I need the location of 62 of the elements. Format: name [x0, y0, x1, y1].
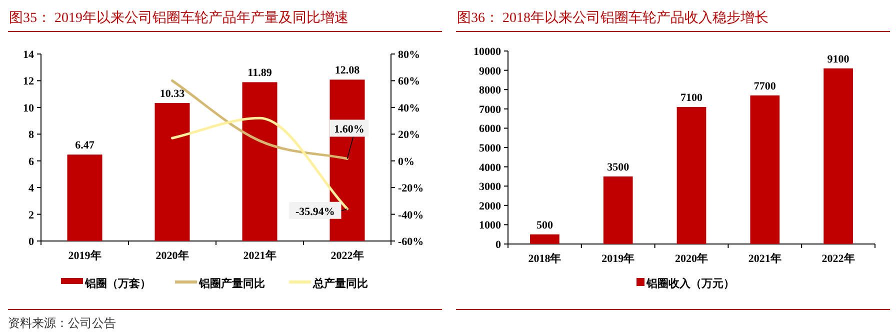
x-tick-label: 2021年 — [748, 252, 782, 265]
y-tick-label: 8000 — [479, 84, 502, 97]
y-tick-label: 6000 — [479, 123, 502, 136]
y2-tick-label: 40% — [398, 102, 420, 114]
legend-label: 铝圈（万套） — [84, 277, 151, 290]
y-tick-label: 4000 — [479, 162, 502, 174]
legend-label: 总产量同比 — [312, 277, 368, 290]
bar — [530, 234, 560, 244]
bar — [676, 106, 706, 244]
x-tick-label: 2019年 — [68, 249, 102, 262]
data-label: 12.08 — [334, 64, 360, 77]
y-tick-label: 12 — [23, 76, 34, 88]
x-tick-label: 2018年 — [528, 252, 562, 265]
legend-label: 铝圈收入（万元） — [646, 277, 734, 290]
bar — [750, 95, 780, 244]
bar — [67, 154, 102, 241]
x-tick-label: 2020年 — [675, 252, 708, 265]
y-tick-label: 9000 — [479, 65, 502, 78]
bar — [824, 68, 853, 244]
legend-label: 铝圈产量同比 — [198, 277, 265, 290]
y2-tick-label: 80% — [398, 49, 420, 61]
y2-tick-label: -20% — [398, 182, 424, 195]
data-label: 7700 — [754, 80, 776, 92]
data-label: 6.47 — [75, 140, 95, 152]
y-tick-label: 0 — [496, 239, 502, 251]
y-tick-label: 0 — [28, 236, 34, 248]
y2-tick-label: -40% — [398, 209, 424, 222]
y-tick-label: 14 — [23, 49, 34, 61]
y-tick-label: 10000 — [474, 46, 502, 58]
y2-tick-label: 0% — [398, 156, 414, 168]
chart-title: 图36： 2018年以来公司铝圈车轮产品收入稳步增长 — [457, 10, 768, 26]
y2-tick-label: -60% — [398, 236, 424, 248]
y-tick-label: 5000 — [479, 142, 502, 154]
data-label: 7100 — [680, 92, 703, 104]
y-tick-label: 2000 — [479, 200, 502, 212]
x-tick-label: 2019年 — [602, 252, 635, 265]
data-label: 11.89 — [248, 67, 272, 80]
y-tick-label: 4 — [28, 182, 34, 195]
y-tick-label: 1000 — [479, 220, 502, 232]
bar — [603, 176, 633, 244]
bar — [154, 103, 190, 241]
y-tick-label: 7000 — [479, 104, 502, 116]
y-tick-label: 6 — [28, 156, 34, 168]
x-tick-label: 2020年 — [156, 249, 189, 262]
y2-tick-label: 20% — [398, 129, 420, 142]
data-label: 1.60% — [334, 124, 364, 136]
data-label: 10.33 — [160, 88, 186, 100]
data-label: 500 — [536, 219, 554, 232]
chart-title: 图35： 2019年以来公司铝圈车轮产品年产量及同比增速 — [9, 10, 348, 26]
x-tick-label: 2022年 — [822, 252, 855, 265]
x-tick-label: 2021年 — [243, 249, 276, 262]
y-tick-label: 8 — [28, 129, 34, 142]
y-tick-label: 10 — [23, 102, 34, 114]
x-tick-label: 2022年 — [330, 249, 364, 262]
data-label: 3500 — [607, 161, 630, 174]
data-label: -35.94% — [295, 206, 335, 218]
y-tick-label: 3000 — [479, 181, 502, 194]
text: 资料来源：公司公告 — [8, 316, 116, 330]
y2-tick-label: 60% — [398, 76, 420, 88]
data-label: 9100 — [827, 53, 850, 66]
y-tick-label: 2 — [28, 209, 34, 222]
bar — [242, 82, 278, 241]
